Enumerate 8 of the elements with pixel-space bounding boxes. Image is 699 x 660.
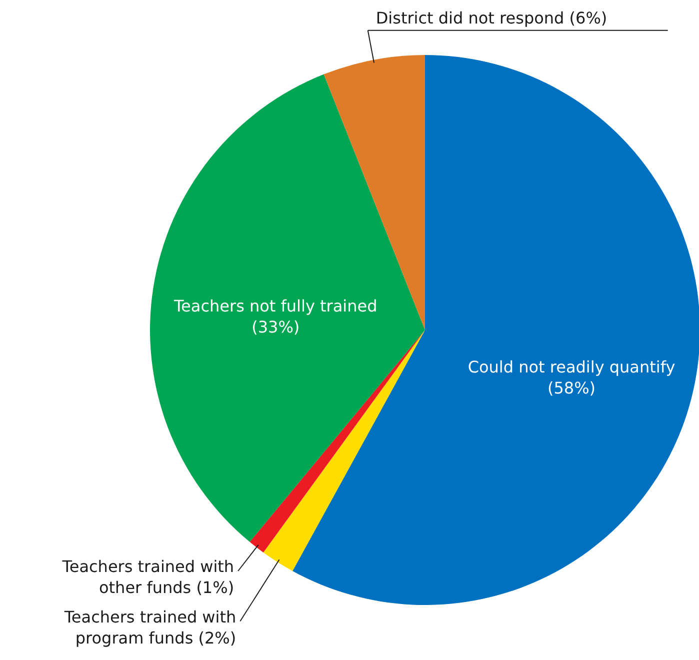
slice-label: Teachers not fully trained [172, 296, 378, 316]
data-label: (58%) [547, 378, 596, 398]
slice-label: District did not respond (6%) [376, 8, 608, 28]
slice-label: Could not readily quantify [468, 358, 676, 377]
data-label: (33%) [252, 317, 300, 336]
slice-label: Teachers trained with program funds (2%) [63, 607, 236, 648]
slice-label: Teachers trained with other funds (1%) [61, 556, 234, 597]
pie-slice [150, 74, 425, 542]
